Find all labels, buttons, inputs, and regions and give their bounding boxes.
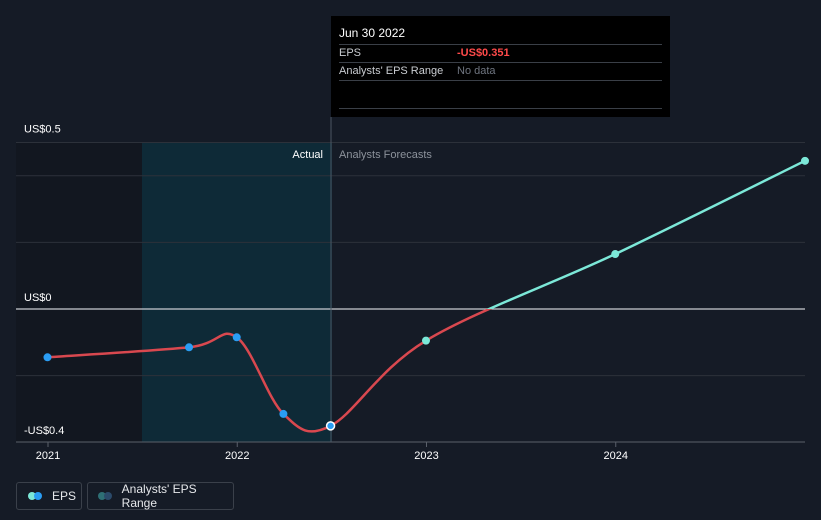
past-region: [16, 143, 142, 442]
forecast-label: Analysts Forecasts: [339, 149, 432, 161]
dual-dot-icon: [28, 492, 44, 500]
actual-label: Actual: [292, 149, 323, 161]
legend-range-label: Analysts' EPS Range: [121, 482, 197, 510]
eps-point: [279, 409, 288, 418]
tooltip-row-eps: EPS -US$0.351: [339, 45, 662, 63]
tooltip-eps-label: EPS: [339, 47, 362, 59]
x-axis-labels: 2021 2022 2023 2024: [36, 442, 628, 462]
tooltip-range-value: No data: [457, 65, 496, 77]
eps-point: [611, 250, 620, 259]
eps-point: [325, 421, 336, 431]
y-tick-label: US$0: [24, 292, 52, 304]
legend-eps-button[interactable]: EPS: [16, 482, 82, 510]
legend-eps-label: EPS: [52, 489, 77, 503]
tooltip-eps-value: -US$0.351: [457, 47, 510, 59]
eps-point: [801, 156, 809, 165]
tooltip-divider: [339, 108, 662, 109]
tooltip-range-label: Analysts' EPS Range: [339, 65, 444, 77]
tooltip: Jun 30 2022 EPS -US$0.351 Analysts' EPS …: [331, 16, 670, 117]
actual-region: [142, 143, 332, 442]
tooltip-date: Jun 30 2022: [339, 24, 662, 45]
legend-range-button[interactable]: Analysts' EPS Range: [87, 482, 234, 510]
eps-point: [421, 336, 430, 345]
gridlines: [16, 142, 805, 443]
x-tick-label: 2023: [414, 450, 438, 462]
eps-point: [185, 343, 194, 352]
x-tick-label: 2024: [604, 450, 628, 462]
y-tick-label: US$0.5: [24, 124, 61, 136]
x-tick-label: 2022: [225, 450, 249, 462]
dual-dot-icon: [98, 492, 114, 500]
x-tick-label: 2021: [36, 450, 60, 462]
tooltip-row-range: Analysts' EPS Range No data: [339, 63, 662, 81]
eps-points: [43, 156, 809, 431]
y-axis-labels: US$0.5 US$0 -US$0.4: [24, 124, 64, 438]
y-tick-label: -US$0.4: [24, 425, 64, 437]
eps-point: [232, 333, 241, 342]
eps-point: [43, 353, 52, 362]
